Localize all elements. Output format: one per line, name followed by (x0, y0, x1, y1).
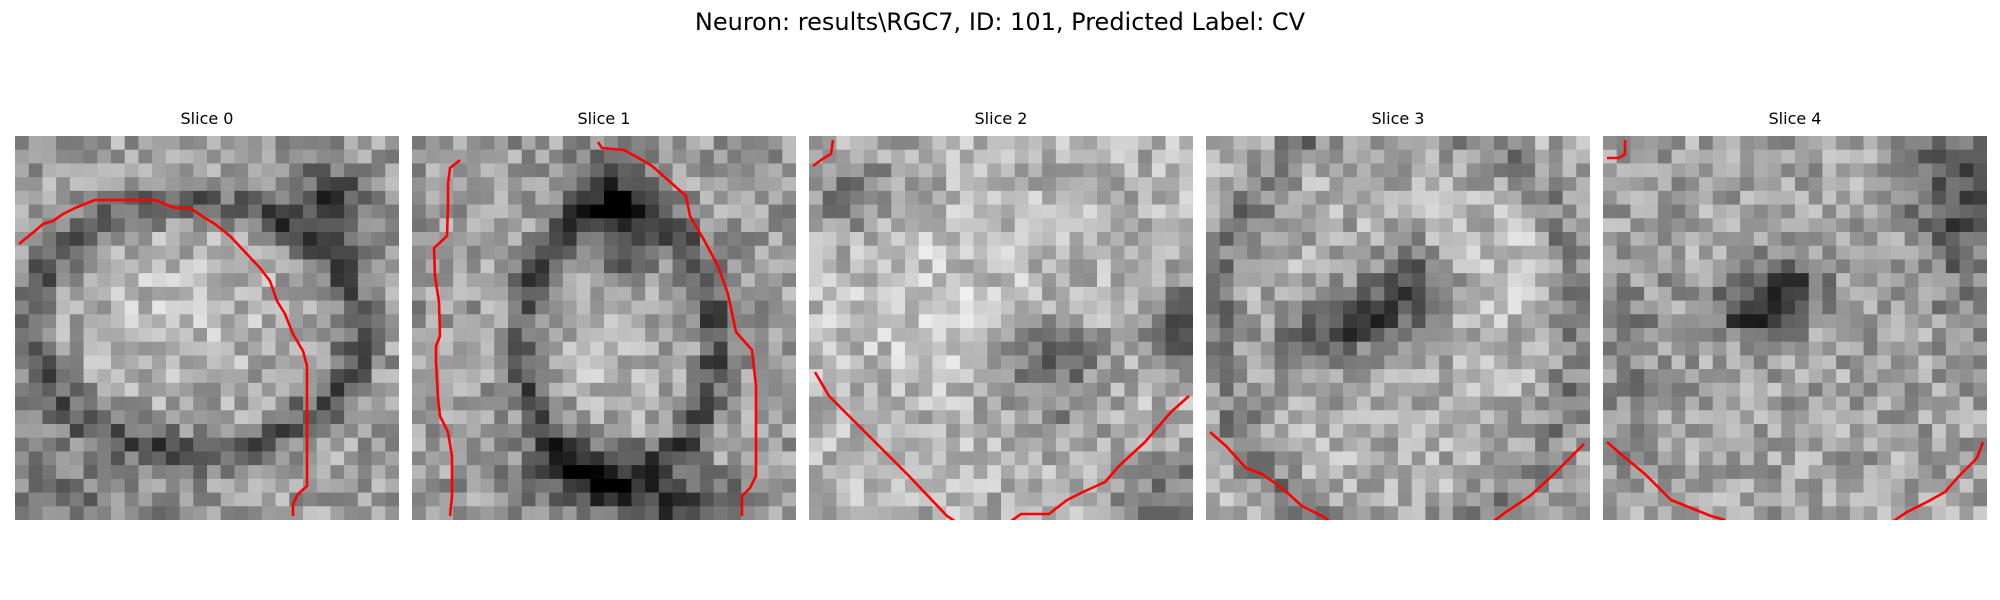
slice-image (1206, 136, 1590, 520)
slice-panel: Slice 4 (1603, 110, 1987, 520)
contour-line (1607, 140, 1627, 160)
contour-line (1606, 441, 1726, 520)
slice-panel: Slice 3 (1206, 110, 1590, 520)
slice-panel: Slice 2 (809, 110, 1193, 520)
contour-line (18, 198, 309, 516)
slice-title: Slice 4 (1768, 109, 1822, 128)
pixel-grid (15, 136, 399, 520)
figure-title: Neuron: results\RGC7, ID: 101, Predicted… (694, 8, 1306, 36)
pixel-grid (412, 136, 796, 520)
pixel-grid (1206, 136, 1590, 520)
contour-line (812, 139, 835, 168)
slice-title: Slice 1 (577, 109, 631, 128)
slice-image (15, 136, 399, 520)
contour-line (1493, 443, 1585, 520)
slice-image (1603, 136, 1987, 520)
slice-panel: Slice 1 (412, 110, 796, 520)
contour-line (432, 158, 461, 517)
contour-line (596, 141, 758, 516)
contour-line (813, 371, 956, 520)
pixel-grid (1603, 136, 1987, 520)
pixel-grid (809, 136, 1193, 520)
slice-title: Slice 0 (180, 109, 234, 128)
contour-line (1892, 441, 1985, 520)
slice-title: Slice 3 (1371, 109, 1425, 128)
slice-image (412, 136, 796, 520)
contour-line (1010, 395, 1190, 520)
contour-line (1209, 431, 1331, 520)
slice-panel: Slice 0 (15, 110, 399, 520)
slice-image (809, 136, 1193, 520)
slice-title: Slice 2 (974, 109, 1028, 128)
